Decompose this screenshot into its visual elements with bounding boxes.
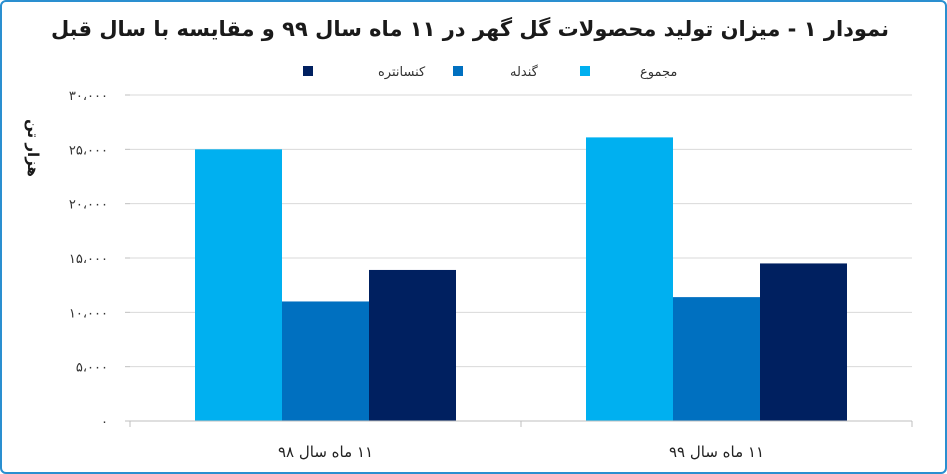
chart-title: نمودار ۱ - میزان تولید محصولات گل گهر در…: [51, 16, 889, 41]
y-tick-label: ۳۰،۰۰۰: [69, 89, 108, 104]
y-tick-label: ۲۰،۰۰۰: [69, 198, 108, 213]
y-axis-ticks: ۰ ۵،۰۰۰ ۱۰،۰۰۰ ۱۵،۰۰۰ ۲۰،۰۰۰ ۲۵،۰۰۰ ۳۰،۰۰۰: [69, 89, 130, 430]
legend-label: مجموع: [640, 65, 677, 80]
y-tick-label: ۱۵،۰۰۰: [69, 252, 108, 267]
legend-label: کنسانتره: [378, 65, 426, 80]
y-tick-label: ۵،۰۰۰: [76, 361, 108, 376]
bar: [673, 297, 760, 421]
bar: [195, 149, 282, 422]
legend-swatch: [303, 66, 313, 76]
x-axis: [129, 420, 913, 427]
y-axis-label: هزار تن: [24, 119, 42, 177]
x-category-label: ۱۱ ماه سال ۹۹: [669, 443, 764, 461]
legend-swatch: [453, 66, 463, 76]
legend: کنسانتره گندله مجموع: [303, 64, 677, 80]
bars: [195, 137, 847, 422]
y-tick-label: ۰: [101, 415, 108, 430]
x-category-label: ۱۱ ماه سال ۹۸: [278, 443, 373, 461]
y-tick-label: ۱۰،۰۰۰: [69, 306, 108, 321]
bar: [282, 301, 369, 421]
bar: [760, 263, 847, 421]
bar: [586, 137, 673, 421]
y-tick-label: ۲۵،۰۰۰: [69, 143, 108, 158]
x-axis-categories: ۱۱ ماه سال ۹۹ ۱۱ ماه سال ۹۸: [278, 443, 764, 461]
bar: [369, 269, 456, 421]
legend-swatch: [580, 66, 590, 76]
legend-label: گندله: [510, 64, 539, 80]
